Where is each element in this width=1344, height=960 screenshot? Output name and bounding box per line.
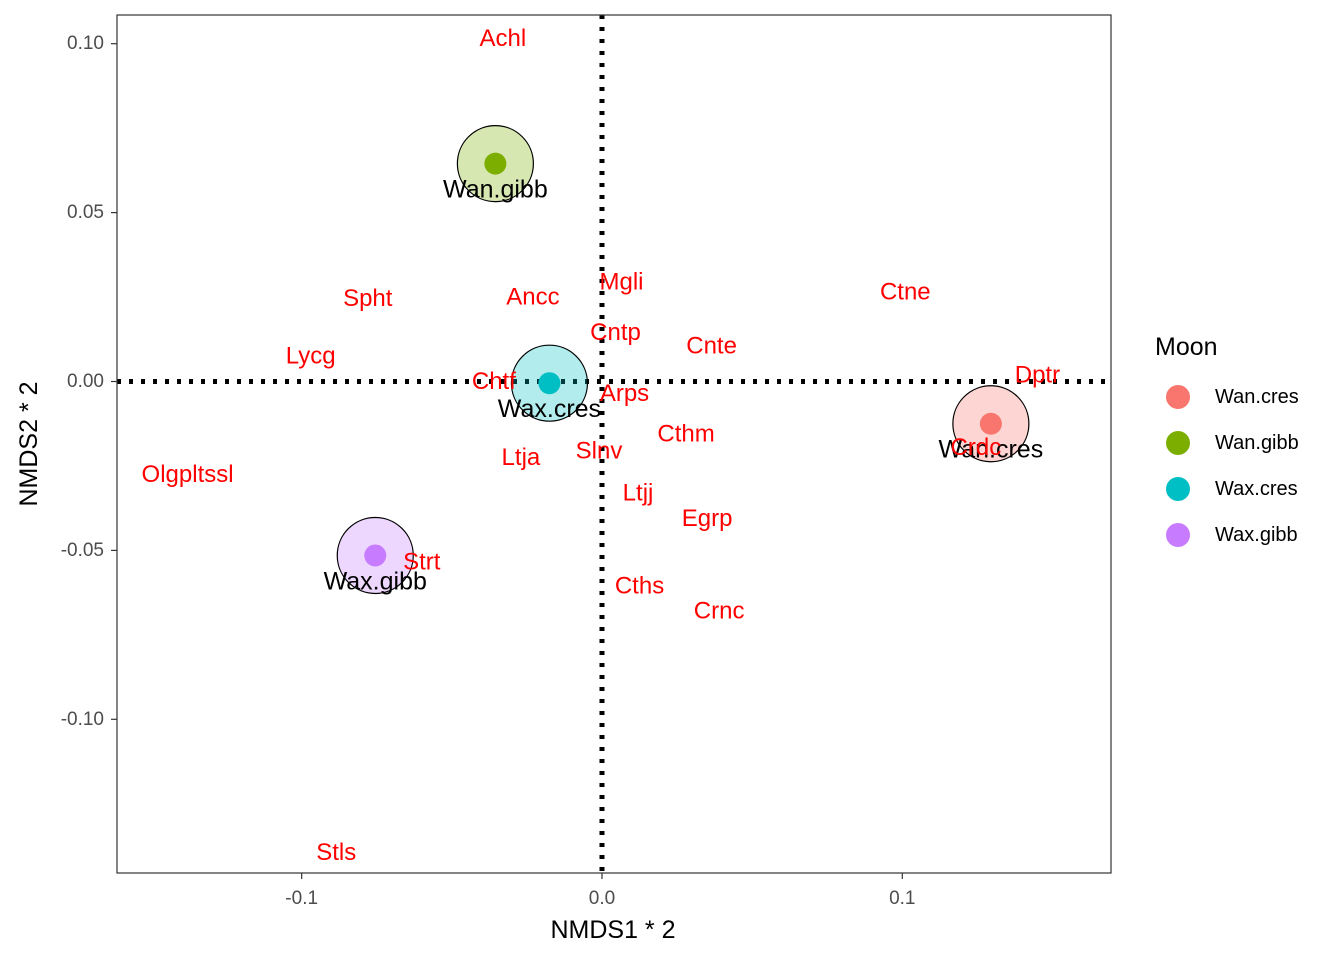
species-label: Mgli [599,268,643,295]
species-label: Slnv [576,437,623,464]
group-centroid-wan-cres [979,412,1002,435]
plot-area: Wan.cres Wan.gibb Wax.cres Wax.gibb Achl Spht… [116,14,1112,874]
panel-background [117,15,1111,873]
x-tick-label: 0.1 [889,888,915,909]
x-tick-label: -0.1 [285,888,318,909]
species-label: Cntp [590,319,641,346]
species-label: Olgpltssl [142,461,234,488]
panel-border [116,14,1112,874]
species-label: Ltjj [623,479,654,506]
y-tick-label: -0.10 [61,709,104,730]
species-label: Chtf [472,368,516,395]
y-tick-label: 0.05 [67,202,104,223]
legend-label: Wax.cres [1215,478,1298,500]
species-label: Strt [403,549,441,576]
species-label: Ctne [880,278,931,305]
species-label: Achl [480,25,527,52]
species-label: Stls [316,839,356,866]
species-label: Dptr [1015,361,1060,388]
legend-key [1166,477,1190,501]
group-centroid-wax-cres [538,372,561,395]
species-label: Ancc [506,284,559,311]
group-label: Wan.cres [939,436,1044,464]
species-label: Arps [600,380,649,407]
species-label: Lycg [286,343,336,370]
legend-label: Wan.cres [1215,386,1299,408]
y-tick-label: 0.00 [67,371,104,392]
legend-key [1166,523,1190,547]
legend-title: Moon [1155,333,1218,361]
species-label: Egrp [682,505,733,532]
group-label: Wax.gibb [324,567,427,595]
y-tick-label: 0.10 [67,33,104,54]
x-tick-label: 0.0 [589,888,615,909]
species-label: Cthm [657,420,714,447]
y-axis-title: NMDS2 * 2 [15,381,43,506]
group-label: Wan.gibb [443,176,548,204]
x-axis-title: NMDS1 * 2 [550,916,675,944]
group-label: Wax.cres [498,395,601,423]
species-label: Crnc [694,598,745,625]
species-label: Crdc [951,434,1002,461]
legend-label: Wax.gibb [1215,524,1298,546]
y-tick-label: -0.05 [61,540,104,561]
legend: Moon Wan.cres Wan.gibb Wax.cres Wax.gibb [1155,333,1299,547]
species-label: Ltja [502,444,541,471]
species-label: Cths [615,572,664,599]
axes: -0.1 0.0 0.1 0.10 0.05 0.00 -0.05 -0.10 [61,33,916,909]
legend-key [1166,385,1190,409]
group-centroid-wax-gibb [364,544,387,567]
legend-key [1166,431,1190,455]
group-centroid-wan-gibb [484,152,507,175]
legend-label: Wan.gibb [1215,432,1299,454]
species-label: Cnte [686,333,737,360]
species-label: Spht [343,285,393,312]
